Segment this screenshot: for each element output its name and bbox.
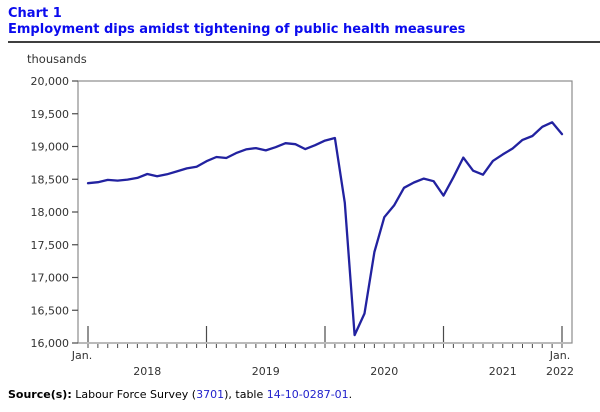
source-text: . xyxy=(348,388,353,401)
x-year-label: 2019 xyxy=(252,365,280,378)
y-axis-unit-label: thousands xyxy=(27,52,87,66)
x-year-label: 2022 xyxy=(546,365,574,378)
x-year-label: 2020 xyxy=(370,365,398,378)
chart-title: Employment dips amidst tightening of pub… xyxy=(8,22,466,37)
y-tick-label: 20,000 xyxy=(31,75,70,88)
y-tick-label: 17,000 xyxy=(31,272,70,285)
plot-frame xyxy=(77,80,573,344)
x-axis xyxy=(87,326,563,348)
y-tick-label: 19,500 xyxy=(31,108,70,121)
employment-line xyxy=(86,121,564,337)
employment-line-chart: 16,000 16,500 17,000 17,500 18,000 18,500 19,0… xyxy=(31,75,575,378)
source-label: Source(s): xyxy=(8,388,72,401)
y-tick-label: 16,500 xyxy=(31,304,70,317)
y-tick-label: 18,500 xyxy=(31,173,70,186)
title-divider xyxy=(8,41,600,43)
source-text: ), table xyxy=(224,388,267,401)
source-text: Labour Force Survey ( xyxy=(71,388,197,401)
chart-header: Chart 1 Employment dips amidst tightenin… xyxy=(8,6,592,38)
y-tick-label: 18,000 xyxy=(31,206,70,219)
chart-number-label: Chart 1 xyxy=(8,6,62,21)
source-table-link[interactable]: 14-10-0287-01 xyxy=(266,388,349,401)
source-survey-link[interactable]: 3701 xyxy=(196,388,225,401)
source-note: Source(s): Labour Force Survey (3701), t… xyxy=(8,388,352,401)
y-tick-label: 19,000 xyxy=(31,141,70,154)
x-year-label: 2021 xyxy=(489,365,517,378)
x-tick-label-jan-left: Jan. xyxy=(71,349,92,362)
y-axis xyxy=(72,80,78,344)
y-tick-label: 17,500 xyxy=(31,239,70,252)
y-tick-label: 16,000 xyxy=(31,337,70,350)
x-tick-label-jan-right: Jan. xyxy=(549,349,570,362)
x-year-label: 2018 xyxy=(133,365,161,378)
